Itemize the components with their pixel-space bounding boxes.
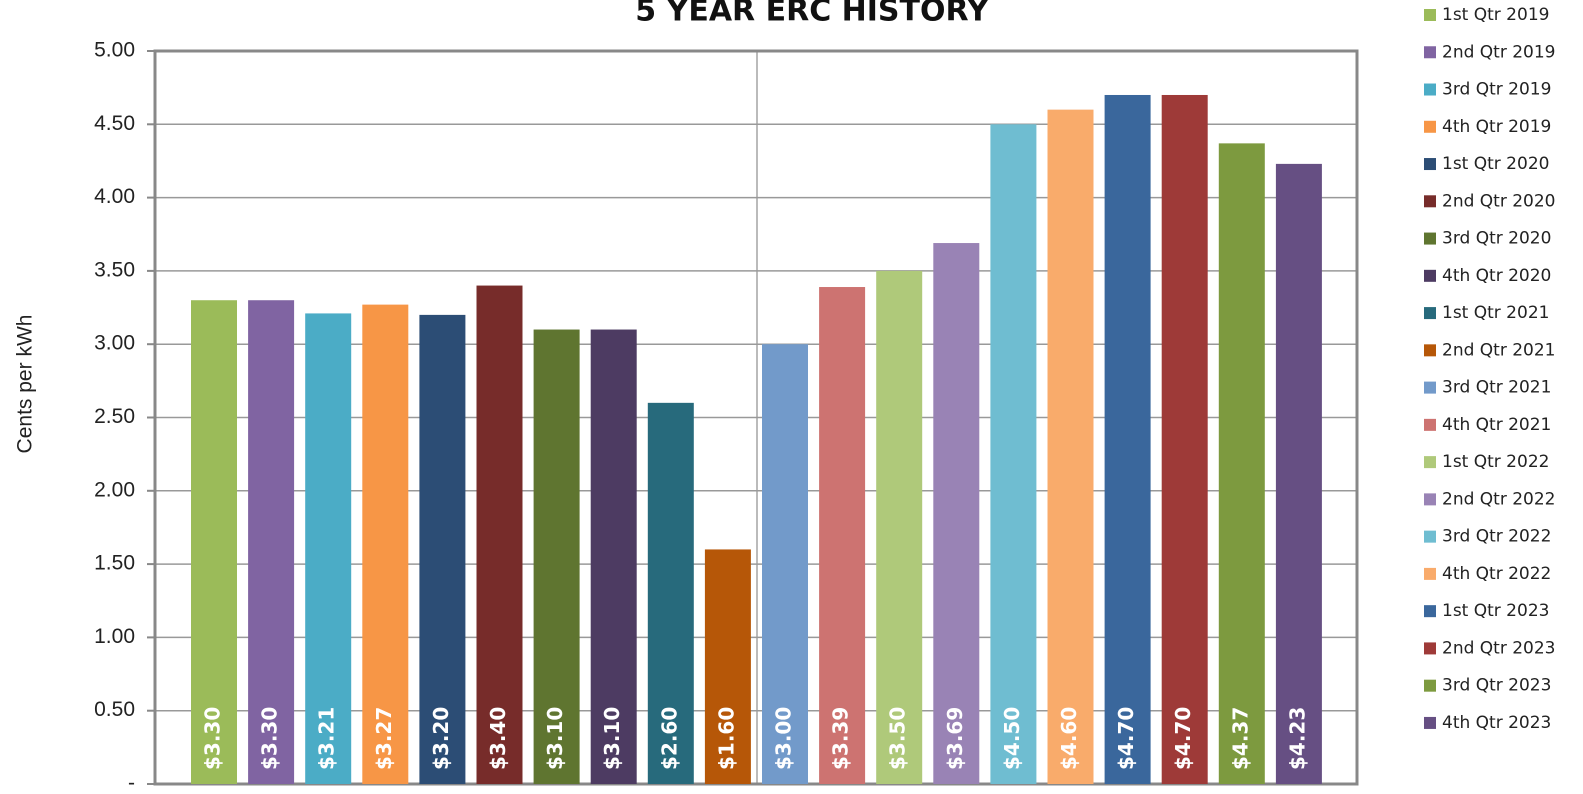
value-label: $3.69 [943, 707, 967, 770]
bar [819, 287, 866, 784]
legend-swatch [1424, 418, 1436, 431]
value-label: $3.40 [486, 707, 510, 770]
legend-label: 2nd Qtr 2022 [1442, 489, 1556, 509]
bar [762, 344, 808, 784]
value-label: $4.37 [1228, 707, 1252, 770]
value-label: $3.50 [886, 707, 910, 770]
y-tick-label: 3.50 [94, 258, 135, 281]
legend-label: 1st Qtr 2020 [1442, 154, 1549, 174]
legend-label: 4th Qtr 2022 [1442, 564, 1551, 584]
y-tick-label: 2.00 [94, 478, 135, 501]
value-label: $2.60 [657, 707, 681, 770]
plot-border [153, 49, 1359, 786]
bar [248, 300, 295, 784]
legend-label: 4th Qtr 2019 [1442, 117, 1551, 137]
value-label: $1.60 [714, 707, 738, 770]
legend-swatch [1424, 9, 1436, 21]
value-label: $3.20 [429, 707, 453, 770]
legend-swatch [1424, 120, 1436, 133]
value-label: $3.39 [829, 707, 853, 770]
legend-swatch [1424, 232, 1436, 245]
legend-swatch [1424, 456, 1436, 469]
y-tick-label: 2.50 [94, 405, 135, 428]
legend-label: 2nd Qtr 2023 [1442, 638, 1556, 658]
legend-label: 2nd Qtr 2019 [1442, 42, 1556, 62]
legend-label: 3rd Qtr 2020 [1442, 229, 1551, 249]
bar [1218, 143, 1265, 784]
bar [419, 314, 466, 784]
value-label: $3.30 [201, 707, 225, 770]
legend-label: 4th Qtr 2021 [1442, 415, 1551, 435]
bar [933, 243, 980, 784]
y-tick-label: - [128, 772, 135, 794]
bar [305, 313, 352, 784]
legend-label: 4th Qtr 2020 [1442, 266, 1551, 286]
legend-label: 1st Qtr 2019 [1442, 5, 1549, 25]
y-tick-label: 1.50 [94, 552, 135, 575]
chart-title: 5 YEAR ERC HISTORY [635, 0, 990, 29]
legend-label: 3rd Qtr 2019 [1442, 80, 1551, 100]
legend-swatch [1424, 344, 1436, 357]
bar [990, 124, 1037, 785]
y-tick-label: 5.00 [94, 39, 135, 62]
value-label: $4.70 [1171, 707, 1195, 770]
y-tick-label: 0.50 [94, 698, 135, 721]
bar [191, 300, 237, 784]
legend-swatch [1424, 605, 1436, 618]
legend-label: 2nd Qtr 2020 [1442, 191, 1556, 211]
legend-label: 3rd Qtr 2021 [1442, 378, 1551, 398]
legend-label: 2nd Qtr 2021 [1442, 340, 1556, 360]
legend-swatch [1424, 158, 1436, 171]
bar [590, 329, 637, 784]
legend-swatch [1424, 195, 1436, 208]
legend-label: 1st Qtr 2021 [1442, 303, 1549, 323]
legend-swatch [1424, 530, 1436, 543]
value-label: $3.10 [600, 707, 624, 770]
bar [476, 285, 523, 784]
legend-label: 4th Qtr 2023 [1442, 713, 1551, 733]
bar [1275, 163, 1322, 784]
value-label: $4.50 [1000, 707, 1024, 770]
legend-swatch [1424, 642, 1436, 655]
bar [647, 402, 694, 784]
legend-label: 1st Qtr 2023 [1442, 601, 1549, 621]
legend-label: 3rd Qtr 2023 [1442, 676, 1551, 696]
value-label: $3.10 [543, 707, 567, 770]
y-axis-label: Cents per kWh [14, 315, 37, 454]
value-label: $3.27 [372, 707, 396, 770]
legend-label: 1st Qtr 2022 [1442, 452, 1549, 472]
value-label: $3.21 [315, 707, 339, 770]
value-label: $3.30 [258, 707, 282, 770]
value-label: $4.70 [1114, 707, 1138, 770]
value-label: $4.23 [1285, 707, 1309, 770]
legend-swatch [1424, 493, 1436, 506]
legend-label: 3rd Qtr 2022 [1442, 527, 1551, 547]
legend-swatch [1424, 307, 1436, 320]
y-tick-label: 3.00 [94, 332, 135, 355]
legend-swatch [1424, 269, 1436, 282]
bar [362, 304, 409, 784]
y-tick-label: 4.00 [94, 185, 135, 208]
legend-swatch [1424, 381, 1436, 394]
bar [704, 549, 751, 784]
bar [1104, 94, 1151, 785]
legend-swatch [1424, 46, 1436, 59]
bar [1047, 109, 1094, 784]
y-tick-label: 1.00 [94, 625, 135, 648]
legend-swatch [1424, 567, 1436, 580]
value-label: $3.00 [772, 707, 796, 770]
y-tick-label: 4.50 [94, 112, 135, 135]
value-label: $4.60 [1057, 707, 1081, 770]
bar [876, 270, 923, 784]
legend-swatch [1424, 83, 1436, 96]
legend-swatch [1424, 716, 1436, 729]
bar [533, 329, 580, 784]
bar [1161, 94, 1208, 785]
legend-swatch [1424, 679, 1436, 692]
